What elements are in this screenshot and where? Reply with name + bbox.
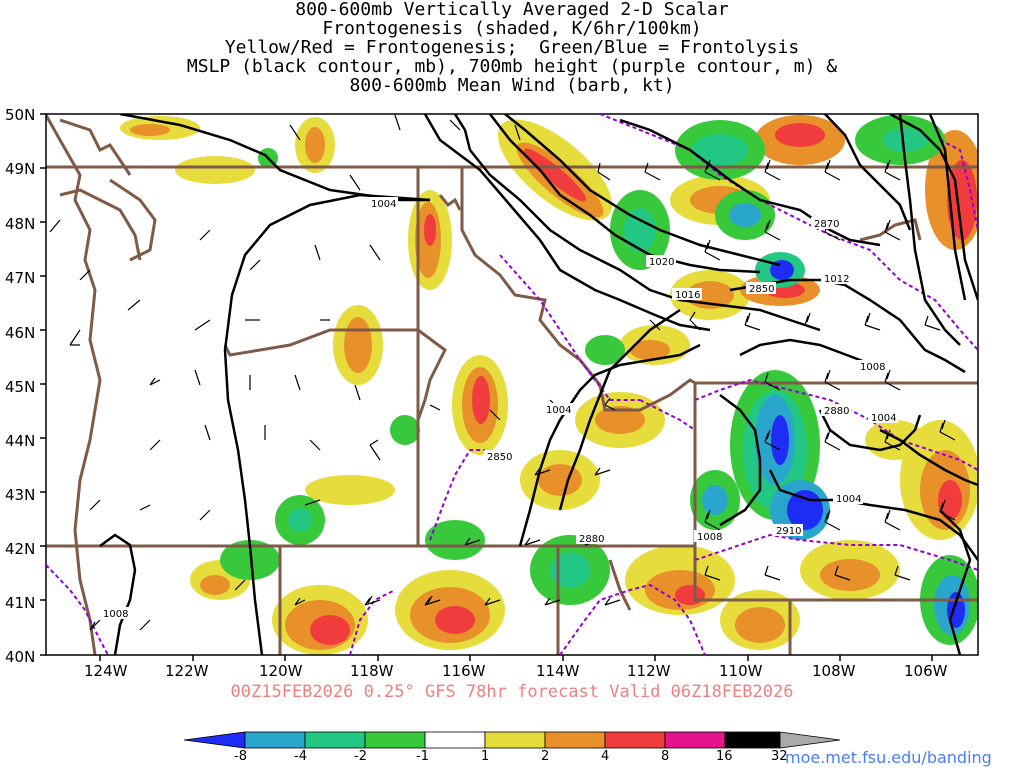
mslp-label: 1004 [546,405,571,416]
colorbar-label: 4 [601,749,610,764]
mslp-label: 1008 [103,609,128,620]
colorbar-label: 2 [541,749,550,764]
lon-label-120w: 120W [259,662,303,680]
frontogenesis-shading [120,115,978,655]
mslp-label: 1012 [824,274,849,285]
colorbar-label: -1 [416,749,429,764]
lon-label-118w: 118W [350,662,394,680]
lon-label-114w: 114W [536,662,580,680]
mslp-label: 1004 [371,199,396,210]
colorbar-label: 1 [481,749,490,764]
lat-label-42n: 42N [5,540,36,558]
lon-label-108w: 108W [812,662,856,680]
mslp-label: 1016 [675,290,700,301]
mslp-label: 1004 [871,413,896,424]
lon-label-112w: 112W [627,662,671,680]
colorbar-label: 16 [716,749,733,764]
lat-label-41n: 41N [5,594,36,612]
colorbar-label: 32 [771,749,788,764]
colorbar-label: -8 [234,749,247,764]
mslp-label: 1020 [649,257,674,268]
height-label: 2850 [749,284,774,295]
lat-label-48n: 48N [5,215,36,233]
height-label: 2870 [814,219,839,230]
height-label: 2910 [776,526,801,537]
lon-label-110w: 110W [719,662,763,680]
lat-label-46n: 46N [5,324,36,342]
title-line-5: 800-600mb Mean Wind (barb, kt) [349,75,675,96]
mslp-label: 1008 [697,532,722,543]
lat-label-40n: 40N [5,648,36,666]
lat-label-49n: 49N [5,160,36,178]
lat-label-45n: 45N [5,378,36,396]
state-borders [46,114,978,655]
lon-label-106w: 106W [904,662,948,680]
colorbar [183,731,841,749]
colorbar-label: 8 [661,749,670,764]
title-line-1: 800-600mb Vertically Averaged 2-D Scalar [295,0,729,20]
lat-label-44n: 44N [5,432,36,450]
colorbar-label: -4 [294,749,307,764]
title-line-2: Frontogenesis (shaded, K/6hr/100km) [322,18,702,39]
height-label: 2880 [824,406,849,417]
title-line-4: MSLP (black contour, mb), 700mb height (… [186,56,838,77]
mslp-label: 1004 [836,494,861,505]
lat-label-47n: 47N [5,269,36,287]
title-line-3: Yellow/Red = Frontogenesis; Green/Blue =… [224,37,800,58]
credit-link[interactable]: moe.met.fsu.edu/banding [785,748,992,767]
lon-label-124w: 124W [84,662,128,680]
colorbar-label: -2 [354,749,367,764]
contour-labels: 1004 1020 1016 1012 1008 1004 1004 1004 … [100,197,898,620]
forecast-run-info: 00Z15FEB2026 0.25° GFS 78hr forecast Val… [230,682,794,702]
lat-label-43n: 43N [5,486,36,504]
lon-label-122w: 122W [165,662,209,680]
map-frame [40,113,979,661]
height-label: 2880 [579,534,604,545]
mslp-label: 1008 [860,362,885,373]
wind-barbs [49,114,956,631]
lon-label-116w: 116W [442,662,486,680]
height-label: 2850 [487,452,512,463]
lat-label-50n: 50N [5,106,36,124]
